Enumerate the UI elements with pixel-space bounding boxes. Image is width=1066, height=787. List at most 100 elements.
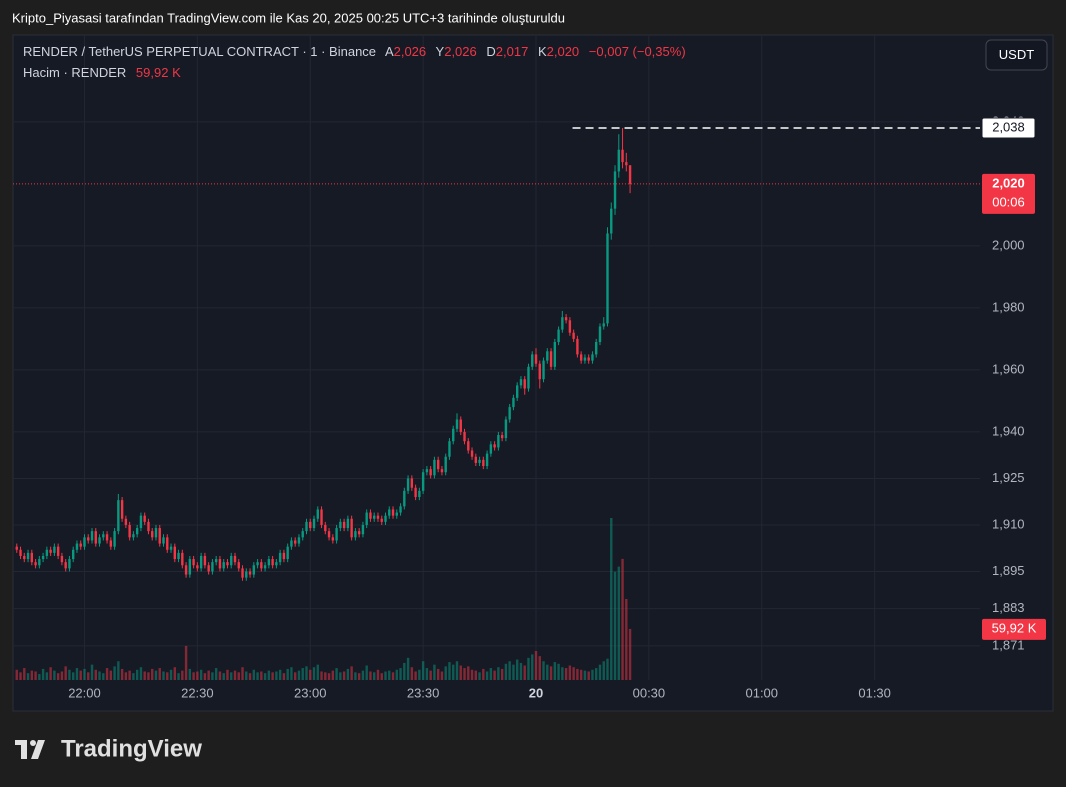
candle-body [531, 354, 534, 367]
volume-bar [579, 669, 583, 680]
candle-body [553, 341, 557, 367]
candle-body [391, 509, 395, 516]
y-tick-label: 1,980 [992, 299, 1025, 314]
candle-body [576, 338, 579, 355]
chart-frame [12, 34, 1054, 712]
candle-body [512, 397, 515, 408]
volume-bar [339, 672, 342, 680]
candle-body [418, 490, 421, 498]
volume-bar [256, 672, 259, 680]
candle-body [312, 518, 316, 529]
volume-bar [38, 674, 41, 680]
volume-bar [384, 671, 387, 680]
volume-bar [572, 667, 575, 680]
countdown-label: 00:06 [992, 194, 1025, 209]
candle-body [38, 559, 41, 566]
high-marker-box [981, 117, 1036, 139]
candle-body [474, 456, 478, 463]
candle-body [305, 521, 308, 532]
candle-body [440, 469, 444, 473]
candle-body [508, 407, 511, 420]
candle-body [233, 555, 237, 563]
volume-bar [557, 663, 560, 680]
y-tick-label: 1,871 [992, 637, 1025, 652]
candle-body [56, 546, 60, 556]
candle-body [598, 326, 602, 342]
candle-body [30, 552, 34, 563]
candle-body [297, 537, 301, 544]
candle-body [527, 366, 530, 389]
volume-bar [388, 670, 391, 680]
volume-bar [583, 670, 587, 680]
candle-body [199, 555, 203, 569]
candle-body [500, 435, 504, 439]
candle-body [177, 552, 180, 560]
volume-bar [34, 671, 37, 680]
volume-bar [482, 668, 485, 680]
candle-body [591, 354, 594, 361]
y-tick-label: 1,940 [992, 423, 1025, 438]
candle-body [53, 546, 56, 553]
candle-body [523, 379, 526, 389]
y-tick-label: 2,000 [992, 237, 1025, 252]
volume-bar [260, 671, 263, 680]
volume-bar [83, 668, 86, 680]
candle-body [373, 515, 376, 519]
volume-bar [192, 672, 195, 680]
candle-body [549, 351, 553, 367]
volume-bar [56, 673, 60, 680]
volume-legend-label: Hacim · RENDER [23, 65, 126, 80]
last-price-box [982, 173, 1035, 214]
candle-body [263, 565, 267, 569]
volume-bar [72, 672, 75, 680]
candle-body [515, 385, 519, 398]
candle-body [278, 552, 282, 563]
candle-body [384, 515, 387, 522]
volume-bar [399, 668, 402, 680]
volume-bar [489, 668, 493, 680]
volume-bar [158, 668, 161, 680]
candle-body [628, 165, 632, 184]
volume-bar [275, 671, 278, 680]
candle-body [226, 562, 229, 566]
volume-bar [380, 673, 383, 680]
volume-bar [617, 566, 620, 680]
candle-body [324, 524, 327, 532]
legend-label: A [385, 44, 394, 59]
candle-body [482, 459, 485, 467]
currency-label[interactable]: USDT [999, 47, 1034, 62]
x-tick-label: 22:00 [68, 685, 101, 700]
candle-body [414, 487, 417, 498]
candle-body [309, 521, 312, 529]
volume-bar [19, 672, 22, 680]
candle-body [214, 559, 218, 563]
candle-body [290, 540, 293, 547]
volume-legend-value: 59,92 K [136, 65, 181, 80]
candle-body [15, 546, 18, 550]
candle-body [421, 472, 425, 491]
volume-tag-box [982, 618, 1046, 640]
candle-body [271, 559, 274, 566]
volume-bar [369, 671, 372, 680]
candle-body [448, 441, 451, 457]
volume-bar [429, 670, 432, 680]
candle-body [109, 540, 113, 547]
volume-bar [542, 661, 545, 680]
candle-body [346, 518, 350, 529]
candle-body [173, 546, 176, 560]
candle-body [354, 531, 357, 538]
candle-body [203, 555, 207, 566]
volume-bar [591, 669, 594, 680]
volume-bar [406, 657, 410, 680]
candle-body [135, 528, 139, 535]
candle-body [470, 450, 474, 457]
candle-body [444, 456, 447, 473]
legend-label: Y [436, 44, 445, 59]
volume-bar [448, 662, 451, 680]
candle-body [606, 233, 609, 324]
volume-bar [30, 670, 34, 680]
currency-button[interactable] [985, 39, 1048, 71]
volume-bar [312, 667, 316, 680]
volume-bar [493, 670, 496, 680]
volume-bar [595, 668, 598, 680]
